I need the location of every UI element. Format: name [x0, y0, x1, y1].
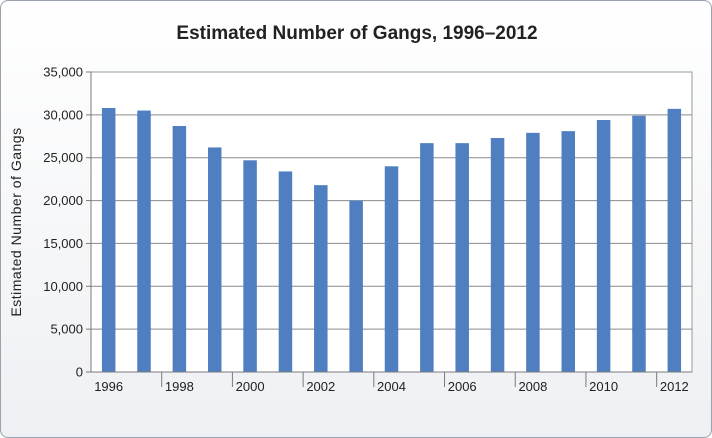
- x-tick-label: 1996: [94, 379, 123, 394]
- bar-1999: [207, 147, 222, 372]
- y-tick-label: 10,000: [43, 279, 83, 294]
- bars: [101, 108, 682, 373]
- y-axis-title: Estimated Number of Gangs: [8, 127, 24, 316]
- bar-2007: [490, 138, 505, 372]
- x-tick-label: 1998: [165, 379, 194, 394]
- x-tick-label: 2002: [306, 379, 335, 394]
- bar-2003: [349, 200, 363, 372]
- bar-1996: [101, 108, 116, 372]
- bar-1998: [172, 126, 187, 372]
- bar-2000: [243, 160, 257, 372]
- bar-2004: [384, 166, 399, 372]
- x-tick-label: 2000: [236, 379, 265, 394]
- y-tick-label: 25,000: [43, 150, 83, 165]
- bar-2012: [667, 108, 682, 372]
- x-tick-label: 2010: [589, 379, 618, 394]
- bar-2009: [561, 131, 576, 372]
- bar-2005: [420, 143, 434, 372]
- x-tick-label: 2006: [448, 379, 477, 394]
- y-tick-label: 20,000: [43, 193, 83, 208]
- y-tick-label: 0: [76, 365, 83, 380]
- y-tick-label: 30,000: [43, 107, 83, 122]
- y-tick-label: 5,000: [50, 322, 83, 337]
- bar-2006: [455, 143, 469, 372]
- gridlines: [91, 114, 692, 330]
- x-tick-label: 2004: [377, 379, 406, 394]
- bar-2002: [314, 185, 328, 372]
- y-tick-label: 15,000: [43, 236, 83, 251]
- x-tick-labels: 1996 1998 2000 2002 2004 2006 2008 2010 2012: [94, 379, 689, 394]
- axes: [86, 71, 692, 387]
- bar-1997: [137, 110, 151, 373]
- x-tick-label: 2012: [660, 379, 689, 394]
- bar-2010: [596, 120, 611, 372]
- y-tick-labels: 0 5,000 10,000 15,000 20,000 25,000 30,000 35,0…: [43, 65, 83, 380]
- x-tick-label: 2008: [518, 379, 547, 394]
- bar-2001: [278, 171, 293, 372]
- chart-title: Estimated Number of Gangs, 1996–2012: [176, 23, 537, 44]
- bar-2011: [632, 115, 646, 372]
- bar-2008: [526, 132, 540, 372]
- y-tick-label: 35,000: [43, 65, 83, 80]
